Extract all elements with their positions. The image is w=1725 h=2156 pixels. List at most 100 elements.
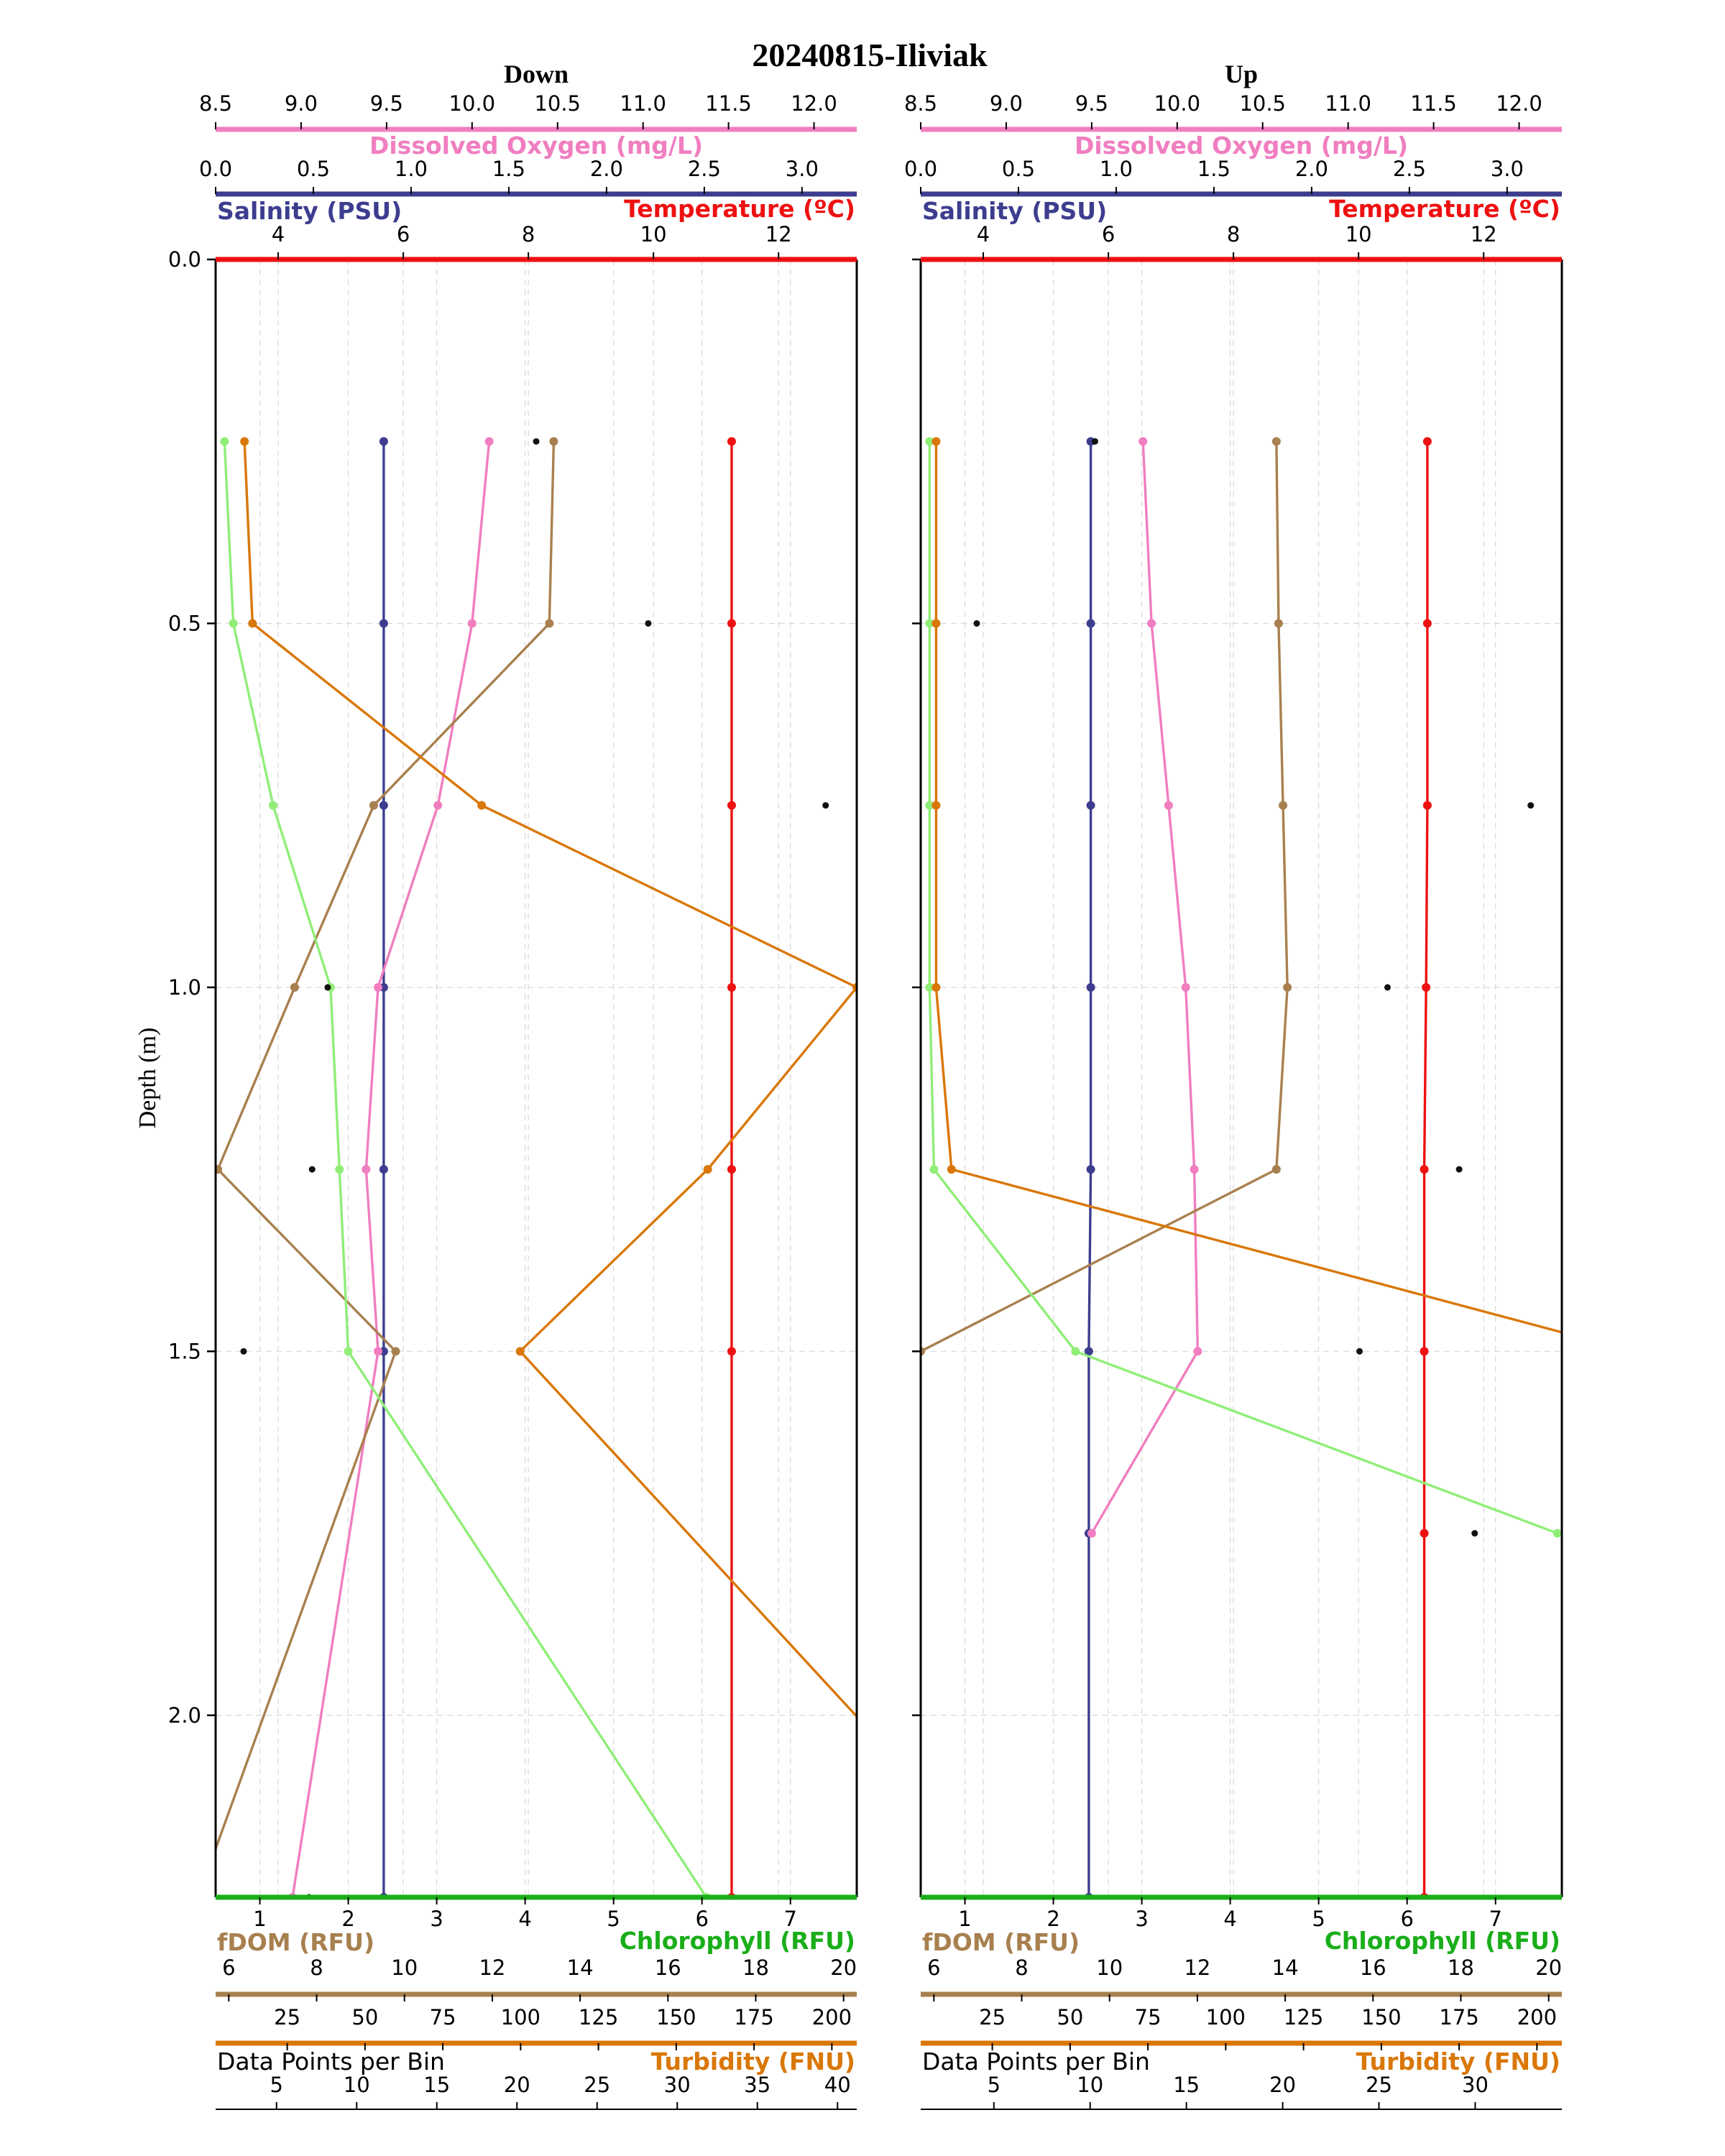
data-point-points (973, 619, 980, 627)
depth-tick-label: 1.5 (168, 1339, 201, 1363)
fdom-tick-label: 12 (479, 1955, 505, 1980)
data-point-temperature (727, 437, 736, 446)
data-point-fdom (1279, 801, 1288, 810)
points-tick-label: 50 (1057, 2005, 1083, 2030)
salinity-tick-label: 1.0 (395, 157, 428, 181)
chlorophyll-tick-label: 4 (1223, 1907, 1236, 1931)
data-point-salinity (379, 437, 388, 446)
data-point-temperature (1420, 1347, 1429, 1356)
salinity-tick-label: 3.0 (1491, 157, 1524, 181)
oxygen-tick-label: 8.5 (904, 91, 937, 116)
data-point-fdom (1283, 982, 1292, 992)
oxygen-tick-label: 10.0 (449, 91, 496, 116)
points-tick-label: 175 (1439, 2005, 1478, 2030)
chlorophyll-tick-label: 7 (1489, 1907, 1501, 1931)
turbidity-tick-label: 5 (270, 2073, 283, 2097)
grid (216, 259, 857, 1897)
salinity-tick-label: 2.0 (590, 157, 623, 181)
data-point-turbidity (703, 1165, 712, 1174)
panel-up: Temperature (ºC) Salinity (PSU) Dissolved … (904, 60, 1563, 2110)
data-point-oxygen (1164, 801, 1173, 810)
turbidity-tick-label: 15 (1173, 2073, 1200, 2097)
series-line-fdom (921, 441, 1289, 1353)
chlorophyll-tick-label: 3 (1135, 1907, 1148, 1931)
salinity-tick-label: 2.5 (688, 157, 721, 181)
data-point-chlorophyll (925, 619, 934, 628)
salinity-axis-label: Salinity (PSU) (217, 197, 402, 225)
oxygen-axis-label: Dissolved Oxygen (mg/L) (369, 132, 703, 160)
data-point-chlorophyll (229, 619, 238, 628)
panels: Temperature (ºC) Salinity (PSU) Dissolved … (168, 60, 1563, 2110)
data-point-fdom (545, 619, 554, 628)
turbidity-tick-label: 10 (1077, 2073, 1103, 2097)
panel-title: Down (504, 60, 569, 88)
data-point-oxygen (373, 982, 382, 992)
temperature-tick-label: 10 (1346, 222, 1372, 247)
salinity-tick-label: 3.0 (786, 157, 819, 181)
data-point-oxygen (1087, 1529, 1096, 1538)
data-point-points (1384, 984, 1392, 991)
points-tick-label: 200 (1517, 2005, 1557, 2030)
data-point-fdom (549, 437, 558, 446)
data-point-chlorophyll (335, 1165, 344, 1174)
salinity-tick-label: 1.0 (1100, 157, 1133, 181)
chlorophyll-tick-label: 3 (430, 1907, 443, 1931)
salinity-tick-label: 0.0 (904, 157, 937, 181)
chlorophyll-tick-label: 5 (1312, 1907, 1325, 1931)
data-point-fdom (1274, 619, 1283, 628)
depth-axis-label: Depth (m) (134, 1028, 161, 1129)
temperature-axis-label: Temperature (ºC) (1329, 195, 1560, 223)
fdom-axis-label: fDOM (RFU) (217, 1928, 374, 1956)
oxygen-tick-label: 11.0 (1325, 91, 1371, 116)
data-point-fdom (1271, 1165, 1281, 1174)
chlorophyll-tick-label: 6 (695, 1907, 708, 1931)
data-point-salinity (379, 801, 388, 810)
data-point-chlorophyll (220, 437, 229, 446)
data-point-turbidity (240, 437, 249, 446)
oxygen-tick-label: 8.5 (199, 91, 232, 116)
fdom-tick-label: 10 (1096, 1955, 1123, 1980)
data-point-turbidity (947, 1165, 956, 1174)
temperature-tick-label: 12 (1471, 222, 1497, 247)
data-point-turbidity (477, 801, 487, 810)
fdom-tick-label: 20 (830, 1955, 857, 1980)
salinity-tick-label: 0.5 (1002, 157, 1035, 181)
data-point-temperature (727, 1347, 736, 1356)
fdom-tick-label: 8 (1015, 1955, 1028, 1980)
figure-title: 20240815-Iliviak (752, 37, 988, 73)
series-line-salinity (1087, 441, 1092, 1897)
points-tick-label: 75 (1135, 2005, 1162, 2030)
points-tick-label: 175 (734, 2005, 773, 2030)
fdom-tick-label: 10 (391, 1955, 418, 1980)
oxygen-tick-label: 11.0 (620, 91, 666, 116)
turbidity-tick-label: 25 (1366, 2073, 1392, 2097)
turbidity-tick-label: 40 (824, 2073, 851, 2097)
data-point-chlorophyll (929, 1165, 939, 1174)
data-point-chlorophyll (925, 437, 934, 446)
salinity-tick-label: 1.5 (1197, 157, 1230, 181)
temperature-tick-label: 8 (522, 222, 535, 247)
oxygen-tick-label: 10.5 (1239, 91, 1286, 116)
data-point-turbidity (515, 1347, 525, 1356)
points-tick-label: 75 (430, 2005, 456, 2030)
data-point-salinity (1086, 982, 1095, 992)
points-tick-label: 125 (1284, 2005, 1323, 2030)
points-tick-label: 100 (1206, 2005, 1246, 2030)
data-point-points (1356, 1348, 1363, 1355)
points-axis-label: Data Points per Bin (922, 2047, 1150, 2076)
data-point-points (308, 1166, 316, 1173)
chlorophyll-tick-label: 7 (783, 1907, 796, 1931)
data-point-oxygen (373, 1347, 382, 1356)
turbidity-tick-label: 5 (988, 2073, 1000, 2097)
points-tick-label: 150 (1361, 2005, 1401, 2030)
salinity-tick-label: 2.5 (1393, 157, 1426, 181)
data-point-points (645, 619, 652, 627)
series-line-turbidity (934, 441, 1562, 1334)
turbidity-tick-label: 10 (344, 2073, 370, 2097)
data-point-temperature (1422, 619, 1432, 628)
data-point-temperature (1420, 1165, 1429, 1174)
data-point-chlorophyll (1071, 1347, 1080, 1356)
fdom-tick-label: 12 (1184, 1955, 1210, 1980)
temperature-tick-label: 4 (977, 222, 990, 247)
